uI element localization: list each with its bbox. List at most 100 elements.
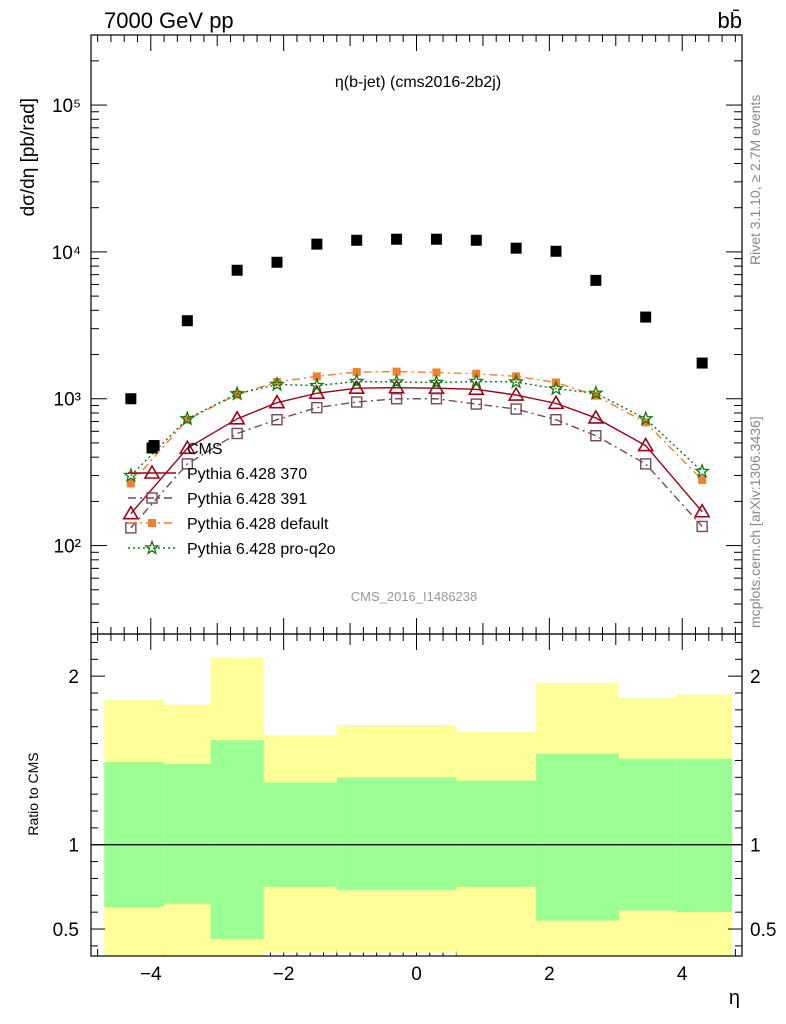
point-cms xyxy=(430,233,442,245)
main-chart-title: η(b-jet) (cms2016-2b2j) xyxy=(335,74,501,91)
legend-label-pythia-6-428-370: Pythia 6.428 370 xyxy=(187,466,307,483)
ratio-ytick-label-left: 0.5 xyxy=(53,920,79,941)
point-pythia-6-428-391 xyxy=(430,393,443,405)
ratio-ytick-label-left: 2 xyxy=(68,667,79,688)
point-cms xyxy=(550,245,562,257)
point-pythia-6-428-391 xyxy=(510,403,522,415)
series-line-pythia-6-428-370 xyxy=(130,386,703,515)
ratio-panel: 0.5 0.5 1 1 2 2 −4 −2 0 2 4 xyxy=(53,633,776,985)
ratio-ytick-label-right: 1 xyxy=(750,836,761,857)
point-cms xyxy=(470,234,482,246)
ratio-ytick-label-left: 1 xyxy=(68,836,79,857)
point-cms xyxy=(391,233,403,245)
x-tick-label: −2 xyxy=(273,964,295,985)
main-ytick-label: 10² xyxy=(54,537,81,558)
point-pythia-6-428-370 xyxy=(268,394,286,409)
point-pythia-6-428-pro-q2o xyxy=(428,374,445,390)
point-pythia-6-428-391 xyxy=(390,393,403,405)
point-pythia-6-428-391 xyxy=(590,430,602,442)
inner-band-7 xyxy=(619,758,676,911)
point-cms xyxy=(311,238,323,250)
point-cms xyxy=(181,315,193,327)
point-pythia-6-428-pro-q2o xyxy=(587,384,604,401)
point-pythia-6-428-370 xyxy=(547,394,565,410)
point-pythia-6-428-370 xyxy=(693,503,711,518)
main-ytick-label: 10⁵ xyxy=(52,96,81,117)
point-pythia-6-428-370 xyxy=(228,410,246,425)
point-cms xyxy=(271,256,283,268)
ratio-y-axis-label: Ratio to CMS xyxy=(25,752,41,835)
point-cms xyxy=(696,357,708,369)
point-pythia-6-428-370 xyxy=(122,505,140,520)
point-pythia-6-428-391 xyxy=(351,396,363,408)
process-label-text: bb̄ xyxy=(718,8,742,33)
point-pythia-6-428-370 xyxy=(348,379,366,394)
point-pythia-6-428-370 xyxy=(637,436,655,452)
legend-label-pythia-6-428-default: Pythia 6.428 default xyxy=(187,516,329,533)
legend-marker-cms xyxy=(146,442,158,454)
legend-label-pythia-6-428-391: Pythia 6.428 391 xyxy=(187,491,307,508)
legend: CMS Pythia 6.428 370 Pythia 6.428 391 Pythi… xyxy=(128,441,336,558)
point-pythia-6-428-391 xyxy=(231,427,243,440)
point-pythia-6-428-370 xyxy=(308,384,326,400)
point-pythia-6-428-default xyxy=(352,368,361,377)
point-pythia-6-428-370 xyxy=(178,439,196,455)
point-pythia-6-428-pro-q2o xyxy=(548,380,564,396)
point-pythia-6-428-default xyxy=(392,367,401,376)
point-pythia-6-428-pro-q2o xyxy=(269,376,285,392)
legend-marker-pythia-6-428-pro-q2o xyxy=(144,539,160,555)
point-pythia-6-428-391 xyxy=(639,458,652,470)
inner-band-6 xyxy=(536,753,620,921)
point-pythia-6-428-default xyxy=(641,418,650,427)
ratio-ytick-label-right: 2 xyxy=(750,667,761,688)
ratio-frame xyxy=(90,633,743,957)
x-tick-label: 2 xyxy=(544,964,555,985)
inner-band-3 xyxy=(263,782,337,887)
series-line-pythia-6-428-default xyxy=(130,370,703,484)
main-y-axis-label: dσ/dη [pb/rad] xyxy=(18,98,39,216)
inner-band-1 xyxy=(164,763,211,904)
point-pythia-6-428-391 xyxy=(311,401,323,414)
point-pythia-6-428-pro-q2o xyxy=(179,410,196,426)
rivet-label: Rivet 3.1.10, ≥ 2.7M events xyxy=(747,95,763,265)
inner-band-5 xyxy=(456,780,537,887)
point-pythia-6-428-default xyxy=(183,415,192,424)
x-axis-label: η xyxy=(729,987,740,1009)
point-pythia-6-428-default xyxy=(432,368,441,377)
point-cms xyxy=(231,264,243,276)
point-pythia-6-428-370 xyxy=(467,380,485,396)
legend-label-cms: CMS xyxy=(187,441,223,458)
legend-label-pythia-6-428-pro-q2o: Pythia 6.428 pro-q2o xyxy=(187,541,336,558)
point-pythia-6-428-default xyxy=(698,475,707,484)
point-pythia-6-428-391 xyxy=(696,520,708,533)
inner-band-4 xyxy=(336,777,457,891)
ratio-ytick-label-right: 0.5 xyxy=(750,920,776,941)
point-pythia-6-428-391 xyxy=(181,458,194,470)
process-label: bb̄ xyxy=(718,8,742,33)
point-pythia-6-428-391 xyxy=(271,413,283,426)
point-cms xyxy=(590,274,602,286)
legend-marker-pythia-6-428-default xyxy=(148,519,156,527)
point-pythia-6-428-default xyxy=(312,372,321,381)
point-pythia-6-428-pro-q2o xyxy=(694,462,711,479)
point-pythia-6-428-pro-q2o xyxy=(468,373,485,389)
x-tick-label: 0 xyxy=(411,964,422,985)
point-cms xyxy=(125,393,137,405)
main-panel: 10² 10³ 10⁴ 10⁵ xyxy=(52,34,743,956)
point-pythia-6-428-default xyxy=(273,378,281,387)
x-tick-label: −4 xyxy=(140,964,162,985)
inner-band-8 xyxy=(675,758,733,913)
point-pythia-6-428-pro-q2o xyxy=(348,373,365,389)
legend-marker-pythia-6-428-370 xyxy=(143,464,161,479)
point-pythia-6-428-pro-q2o xyxy=(508,373,525,389)
inner-band-0 xyxy=(104,762,165,908)
inner-band-2 xyxy=(210,740,264,940)
point-pythia-6-428-pro-q2o xyxy=(229,385,246,401)
main-ytick-label: 10³ xyxy=(54,390,81,411)
series-line-pythia-6-428-391 xyxy=(130,398,703,529)
point-cms xyxy=(510,242,522,254)
point-pythia-6-428-pro-q2o xyxy=(388,373,405,389)
point-pythia-6-428-pro-q2o xyxy=(308,377,325,393)
point-pythia-6-428-default xyxy=(126,479,135,488)
